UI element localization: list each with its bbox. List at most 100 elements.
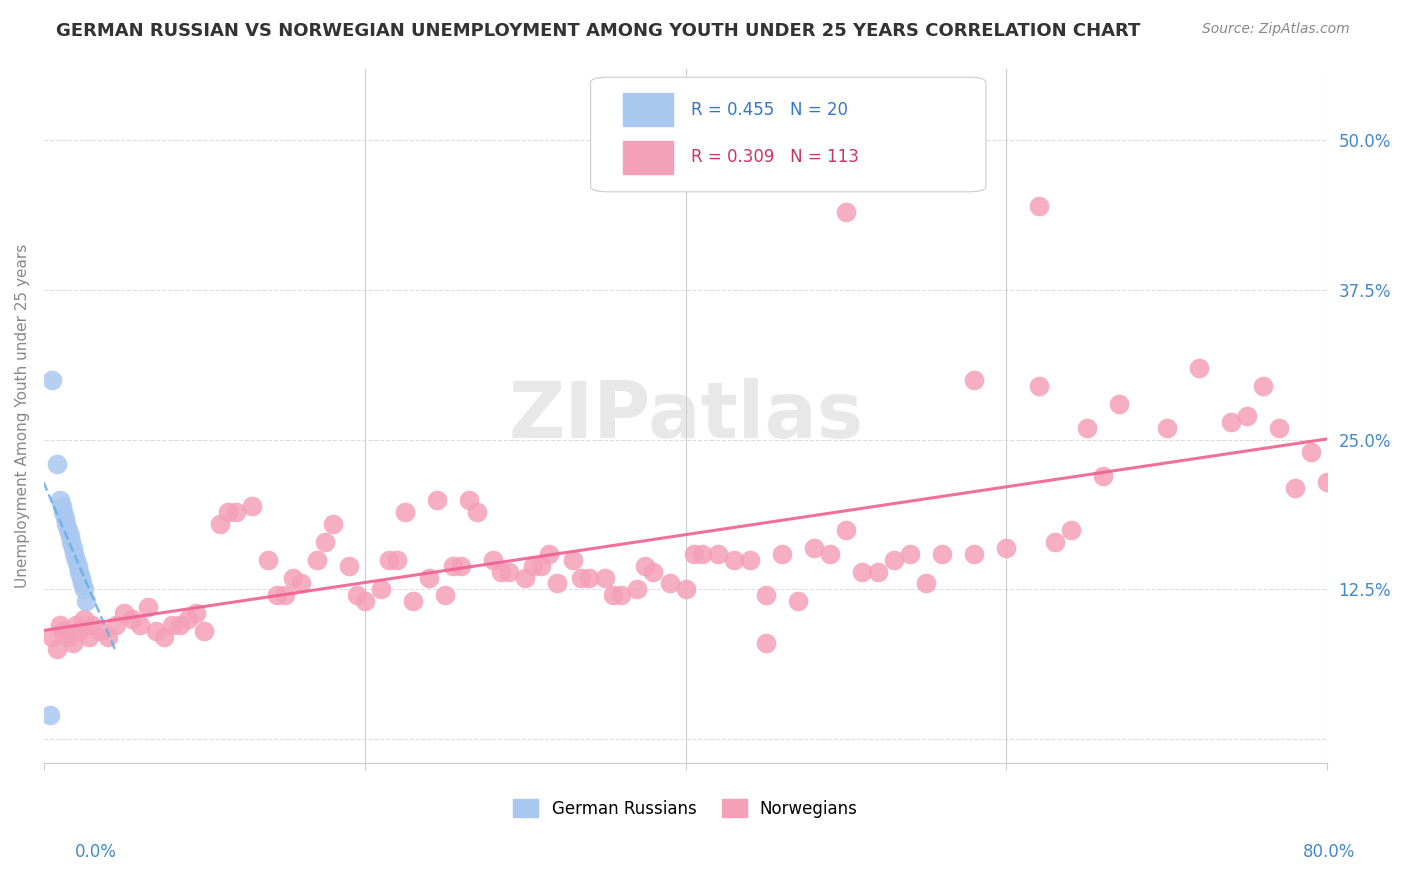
- Point: [242, 499, 264, 513]
- Point: [49, 492, 72, 507]
- Point: [803, 541, 825, 555]
- Point: [160, 618, 183, 632]
- Point: [1108, 397, 1130, 411]
- Text: 80.0%: 80.0%: [1302, 843, 1355, 861]
- Point: [72, 576, 94, 591]
- Point: [931, 547, 953, 561]
- Point: [489, 565, 512, 579]
- Point: [58, 528, 80, 542]
- Point: [995, 541, 1018, 555]
- Point: [314, 534, 336, 549]
- Point: [634, 558, 657, 573]
- Point: [60, 534, 83, 549]
- Point: [186, 607, 208, 621]
- Point: [353, 594, 375, 608]
- Point: [52, 505, 75, 519]
- Point: [105, 618, 128, 632]
- Point: [73, 582, 96, 597]
- Point: [963, 373, 986, 387]
- Point: [67, 624, 90, 639]
- Point: [89, 624, 111, 639]
- Point: [177, 612, 200, 626]
- Point: [723, 552, 745, 566]
- Point: [385, 552, 408, 566]
- Point: [51, 499, 73, 513]
- Point: [322, 516, 344, 531]
- Point: [1284, 481, 1306, 495]
- Point: [45, 457, 67, 471]
- Point: [337, 558, 360, 573]
- Point: [465, 505, 488, 519]
- Point: [53, 510, 76, 524]
- Point: [394, 505, 416, 519]
- Point: [1236, 409, 1258, 423]
- Point: [56, 523, 79, 537]
- Point: [217, 505, 239, 519]
- Point: [569, 570, 592, 584]
- Point: [786, 594, 808, 608]
- Point: [52, 624, 75, 639]
- Point: [755, 636, 778, 650]
- Point: [610, 589, 633, 603]
- Point: [963, 547, 986, 561]
- Point: [121, 612, 143, 626]
- Point: [883, 552, 905, 566]
- Point: [65, 552, 87, 566]
- Point: [290, 576, 312, 591]
- Point: [626, 582, 648, 597]
- Point: [595, 570, 617, 584]
- Point: [770, 547, 793, 561]
- Point: [209, 516, 232, 531]
- Point: [675, 582, 697, 597]
- Point: [225, 505, 247, 519]
- Point: [55, 516, 77, 531]
- Text: GERMAN RUSSIAN VS NORWEGIAN UNEMPLOYMENT AMONG YOUTH UNDER 25 YEARS CORRELATION : GERMAN RUSSIAN VS NORWEGIAN UNEMPLOYMENT…: [56, 22, 1140, 40]
- Point: [112, 607, 135, 621]
- Point: [835, 205, 858, 219]
- Point: [915, 576, 938, 591]
- Point: [62, 636, 84, 650]
- Y-axis label: Unemployment Among Youth under 25 years: Unemployment Among Youth under 25 years: [15, 244, 30, 588]
- Point: [602, 589, 624, 603]
- Point: [257, 552, 280, 566]
- Point: [67, 565, 90, 579]
- Point: [281, 570, 304, 584]
- Point: [682, 547, 704, 561]
- Point: [65, 618, 87, 632]
- Point: [458, 492, 481, 507]
- Point: [193, 624, 215, 639]
- Point: [643, 565, 665, 579]
- Point: [1220, 415, 1243, 429]
- Point: [1188, 360, 1211, 375]
- Point: [1251, 379, 1274, 393]
- Point: [433, 589, 456, 603]
- Point: [56, 631, 79, 645]
- Point: [450, 558, 472, 573]
- Point: [515, 570, 537, 584]
- Point: [868, 565, 890, 579]
- Point: [1059, 523, 1081, 537]
- Point: [63, 547, 86, 561]
- Point: [169, 618, 191, 632]
- Point: [1028, 199, 1050, 213]
- Point: [482, 552, 505, 566]
- Point: [97, 631, 120, 645]
- Point: [498, 565, 520, 579]
- Point: [62, 541, 84, 555]
- Point: [75, 594, 97, 608]
- Point: [378, 552, 401, 566]
- Point: [1316, 475, 1339, 489]
- Point: [45, 642, 67, 657]
- Point: [80, 618, 103, 632]
- Point: [346, 589, 368, 603]
- Point: [538, 547, 561, 561]
- Point: [738, 552, 761, 566]
- Point: [1076, 421, 1098, 435]
- Point: [69, 570, 91, 584]
- Point: [49, 618, 72, 632]
- Legend: German Russians, Norwegians: German Russians, Norwegians: [506, 793, 865, 824]
- Point: [1156, 421, 1178, 435]
- Point: [898, 547, 921, 561]
- Point: [441, 558, 464, 573]
- Text: ZIPatlas: ZIPatlas: [508, 378, 863, 454]
